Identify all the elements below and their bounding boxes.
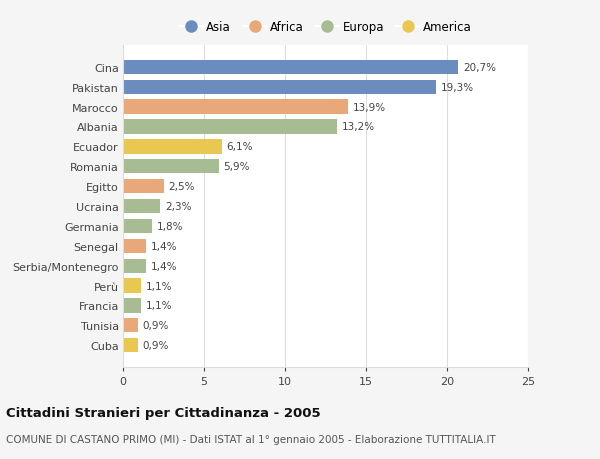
Text: 1,1%: 1,1% — [146, 281, 172, 291]
Text: COMUNE DI CASTANO PRIMO (MI) - Dati ISTAT al 1° gennaio 2005 - Elaborazione TUTT: COMUNE DI CASTANO PRIMO (MI) - Dati ISTA… — [6, 434, 496, 444]
Text: Cittadini Stranieri per Cittadinanza - 2005: Cittadini Stranieri per Cittadinanza - 2… — [6, 406, 320, 419]
Text: 0,9%: 0,9% — [142, 341, 169, 350]
Text: 1,4%: 1,4% — [151, 241, 177, 251]
Bar — [123, 199, 160, 214]
Legend: Asia, Africa, Europa, America: Asia, Africa, Europa, America — [175, 17, 476, 39]
Bar — [123, 299, 141, 313]
Text: 6,1%: 6,1% — [227, 142, 253, 152]
Bar — [123, 219, 152, 234]
Text: 2,3%: 2,3% — [165, 202, 191, 212]
Bar — [123, 179, 163, 194]
Text: 2,5%: 2,5% — [169, 182, 195, 192]
Bar — [123, 259, 146, 273]
Text: 1,4%: 1,4% — [151, 261, 177, 271]
Text: 20,7%: 20,7% — [463, 63, 496, 73]
Bar — [123, 140, 222, 154]
Bar — [123, 100, 348, 114]
Text: 5,9%: 5,9% — [223, 162, 250, 172]
Bar — [123, 338, 137, 353]
Text: 13,9%: 13,9% — [353, 102, 386, 112]
Bar — [123, 160, 218, 174]
Text: 1,1%: 1,1% — [146, 301, 172, 311]
Text: 19,3%: 19,3% — [440, 83, 473, 92]
Bar — [123, 61, 458, 75]
Bar — [123, 279, 141, 293]
Text: 0,9%: 0,9% — [142, 321, 169, 330]
Bar — [123, 319, 137, 333]
Bar — [123, 239, 146, 253]
Bar — [123, 80, 436, 95]
Text: 1,8%: 1,8% — [157, 221, 184, 231]
Text: 13,2%: 13,2% — [342, 122, 375, 132]
Bar — [123, 120, 337, 134]
